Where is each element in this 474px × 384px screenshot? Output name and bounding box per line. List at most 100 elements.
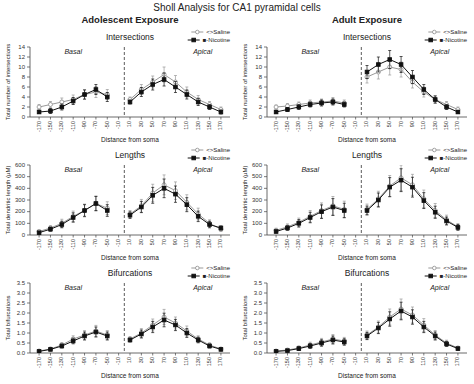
error-bar xyxy=(49,227,52,231)
x-tick-label: -70 xyxy=(329,357,335,365)
y-tick-label: 2.0 xyxy=(17,310,26,316)
x-tick-label: -130 xyxy=(295,239,301,250)
error-bar xyxy=(38,105,41,110)
x-tick-label: 130 xyxy=(432,357,438,366)
marks xyxy=(37,67,223,114)
error-bar xyxy=(297,220,300,227)
point xyxy=(128,213,132,217)
point xyxy=(174,323,178,327)
x-tick-label: -150 xyxy=(47,239,53,250)
panel-title: Bifurcations xyxy=(345,268,389,278)
error-bar-cap xyxy=(94,94,97,95)
y-tick-label: 2 xyxy=(259,104,263,110)
error-bar-cap xyxy=(163,197,166,198)
error-bar xyxy=(434,332,437,340)
y-tick xyxy=(27,353,30,354)
y-tick xyxy=(27,176,30,177)
y-tick-label: 1.5 xyxy=(254,320,263,326)
point xyxy=(456,110,460,114)
error-bar-cap xyxy=(320,204,323,205)
error-bar-cap xyxy=(174,202,177,203)
error-bar-cap xyxy=(129,218,132,219)
y-tick xyxy=(264,117,267,118)
error-bar-cap xyxy=(320,106,323,107)
x-tick xyxy=(50,353,51,356)
error-bar xyxy=(320,100,323,106)
x-tick xyxy=(209,235,210,238)
divider xyxy=(361,283,362,353)
error-bar-cap xyxy=(60,219,63,220)
y-tick-label: 400 xyxy=(252,185,263,191)
error-bar-cap xyxy=(72,343,75,344)
error-bar-cap xyxy=(151,184,154,185)
error-bar-cap xyxy=(151,79,154,80)
point xyxy=(174,192,178,196)
point xyxy=(151,83,155,87)
error-bar xyxy=(434,96,437,103)
error-bar xyxy=(83,90,86,99)
point xyxy=(196,100,200,104)
x-tick xyxy=(50,235,51,238)
y-axis-label: Total bifurcations xyxy=(242,295,248,340)
series-line xyxy=(130,75,221,110)
error-bar-cap xyxy=(388,309,391,310)
panel-title: Intersections xyxy=(106,32,154,42)
y-tick xyxy=(27,67,30,68)
error-bar-cap xyxy=(366,204,369,205)
error-bar xyxy=(151,319,154,331)
error-bar-cap xyxy=(388,177,391,178)
series-line xyxy=(130,185,221,229)
x-tick xyxy=(61,353,62,356)
error-bar xyxy=(94,196,97,211)
y-tick xyxy=(264,67,267,68)
point xyxy=(433,98,437,102)
y-axis-line xyxy=(30,47,31,117)
column-title: Adult Exposure xyxy=(332,14,402,25)
legend-marker xyxy=(429,274,433,278)
y-tick xyxy=(27,200,30,201)
error-bar xyxy=(400,302,403,320)
error-bar-cap xyxy=(163,313,166,314)
error-bar xyxy=(309,211,312,223)
error-bar-cap xyxy=(388,311,391,312)
error-bar-cap xyxy=(83,99,86,100)
error-bar xyxy=(83,204,86,217)
error-bar xyxy=(309,342,312,348)
error-bar-cap xyxy=(400,168,403,169)
point xyxy=(411,75,415,79)
x-tick-label: 10 xyxy=(363,239,369,245)
x-tick xyxy=(389,235,390,238)
x-tick-label: -50 xyxy=(341,239,347,247)
x-tick xyxy=(423,353,424,356)
point xyxy=(388,58,392,62)
point xyxy=(274,110,278,114)
error-bar xyxy=(208,344,211,348)
panel: 02468101214-170-150-130-110-90-70-50-101… xyxy=(5,29,231,143)
legend-label: <>Saline xyxy=(206,29,230,35)
x-tick-label: 70 xyxy=(161,239,167,245)
error-bar xyxy=(297,346,300,350)
error-bar-cap xyxy=(185,90,188,91)
y-tick xyxy=(264,47,267,48)
error-bar-cap xyxy=(83,330,86,331)
legend-label: ■-Nicotine xyxy=(203,273,231,279)
x-tick-label: -70 xyxy=(92,239,98,247)
error-bar xyxy=(331,197,334,216)
error-bar-cap xyxy=(106,101,109,102)
x-tick-label: -10 xyxy=(352,357,358,365)
error-bar xyxy=(94,325,97,336)
x-tick-label: -130 xyxy=(58,357,64,368)
point xyxy=(48,347,52,351)
series-line xyxy=(367,178,458,227)
error-bar xyxy=(343,337,346,344)
y-tick-label: 3.5 xyxy=(254,280,263,286)
x-tick xyxy=(423,117,424,120)
y-tick-label: 10 xyxy=(255,64,262,70)
error-bar xyxy=(377,321,380,333)
legend-entry: ■-Nicotine xyxy=(188,273,231,279)
point xyxy=(399,309,403,313)
point xyxy=(219,347,223,351)
error-bar xyxy=(174,186,177,202)
x-tick-label: 30 xyxy=(138,357,144,363)
error-bar-cap xyxy=(366,339,369,340)
